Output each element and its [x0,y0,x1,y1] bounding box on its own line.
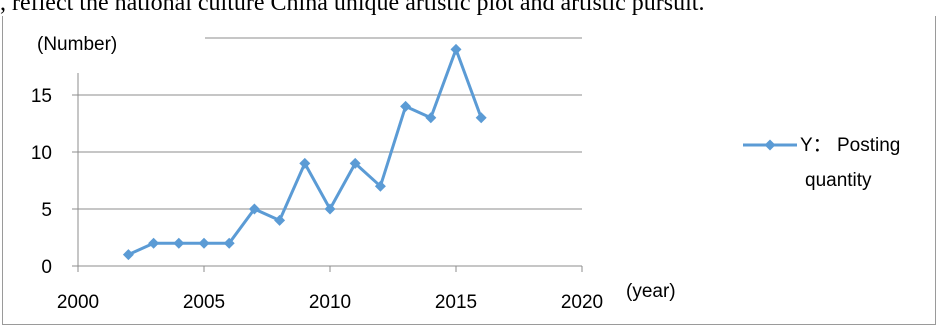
y-tick-label: 15 [31,86,52,107]
data-point-marker [223,237,235,249]
data-point-marker [198,237,210,249]
data-point-marker [122,249,134,261]
legend-label: Y： Posting [800,135,900,156]
data-point-marker [274,214,286,226]
data-point-marker [173,237,185,249]
data-point-marker [400,100,412,112]
axes [72,73,583,272]
gridlines [78,37,582,210]
x-tick-label: 2005 [183,292,225,313]
y-tick-label: 5 [41,200,52,221]
y-tick-label: 10 [31,143,52,164]
data-point-marker [324,203,336,215]
data-point-marker [374,180,386,192]
data-point-marker [475,112,487,124]
x-tick-label: 2010 [309,292,351,313]
x-tick-label: 2020 [561,292,603,313]
data-point-marker [248,203,260,215]
caption-text-fragment: , reflect the national culture China uni… [0,0,939,18]
x-tick-label: 2000 [57,292,99,313]
caption-text: , reflect the national culture China uni… [0,0,705,16]
data-point-marker [450,43,462,55]
data-point-marker [148,237,160,249]
legend: Y： Posting quantity [743,135,900,191]
data-point-marker [349,157,361,169]
legend-marker-icon [764,139,776,151]
data-point-marker [425,112,437,124]
x-tick-label: 2015 [435,292,477,313]
legend-label: quantity [805,170,872,191]
y-tick-label: 0 [41,257,52,278]
chart-frame [2,16,936,325]
data-point-marker [299,157,311,169]
y-axis-label: (Number) [37,34,117,55]
x-axis-label: (year) [626,281,676,302]
series-layer [122,43,487,261]
tick-labels: 0 5 10 15 2000 2005 2010 2015 2020 [31,86,603,313]
